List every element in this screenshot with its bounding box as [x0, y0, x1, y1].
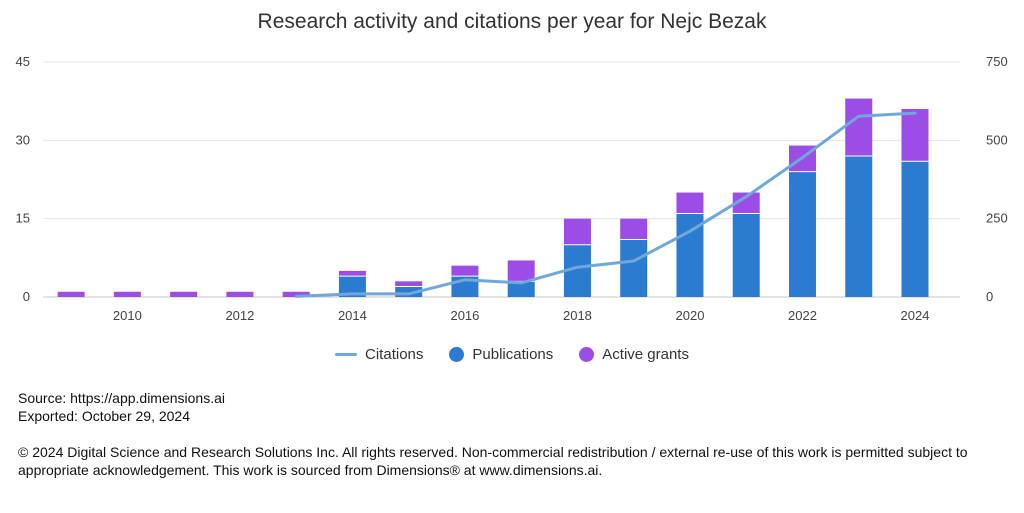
- bar-active-grants: [57, 291, 85, 297]
- x-tick-label: 2024: [901, 308, 930, 323]
- x-tick-label: 2018: [563, 308, 592, 323]
- footer: Source: https://app.dimensions.ai Export…: [18, 389, 1008, 479]
- grid-lines: [43, 61, 960, 298]
- legend-line-marker: [335, 353, 358, 356]
- legend-dot-marker: [449, 347, 465, 362]
- y-right-tick-label: 500: [986, 132, 1008, 147]
- y-right-tick-label: 750: [986, 54, 1008, 69]
- legend-label: Active grants: [602, 346, 689, 363]
- copyright-text: © 2024 Digital Science and Research Solu…: [18, 444, 968, 478]
- bar-active-grants: [451, 265, 479, 277]
- bar-publications: [845, 156, 873, 297]
- bar-active-grants: [620, 218, 648, 240]
- bar-publications: [620, 239, 648, 297]
- bar-active-grants: [507, 260, 535, 282]
- legend-item-publications[interactable]: Publications: [449, 346, 553, 363]
- bar-active-grants: [901, 109, 929, 162]
- source-text: Source: https://app.dimensions.ai: [18, 390, 226, 406]
- bars-group: [57, 98, 929, 297]
- bar-active-grants: [226, 291, 254, 297]
- legend-item-citations[interactable]: Citations: [335, 346, 423, 363]
- bar-active-grants: [113, 291, 141, 297]
- bar-publications: [788, 171, 816, 297]
- chart-title: Research activity and citations per year…: [257, 10, 767, 33]
- y-left-tick-label: 15: [16, 211, 30, 226]
- exported-text: Exported: October 29, 2024: [18, 408, 190, 424]
- x-tick-label: 2020: [676, 308, 705, 323]
- y-right-tick-label: 0: [986, 289, 993, 304]
- bar-active-grants: [282, 291, 310, 297]
- x-tick-label: 2014: [338, 308, 367, 323]
- bar-active-grants: [676, 192, 704, 214]
- bar-active-grants: [563, 218, 591, 245]
- y-left-tick-label: 45: [16, 54, 30, 69]
- bar-active-grants: [395, 281, 423, 287]
- bar-publications: [507, 281, 535, 297]
- bar-publications: [338, 276, 366, 297]
- citations-line: [294, 111, 917, 298]
- chart-svg: 0 15 30 45 0 250 500 750 2010 2012 2014 2016 2018 202…: [16, 54, 1008, 323]
- axis-labels: 0 15 30 45 0 250 500 750 2010 2012 2014 2016 2018 202…: [16, 54, 1008, 323]
- y-right-tick-label: 250: [986, 211, 1008, 226]
- bar-publications: [395, 286, 423, 297]
- x-tick-label: 2016: [450, 308, 479, 323]
- legend-label: Citations: [365, 346, 424, 363]
- legend-label: Publications: [472, 346, 554, 363]
- citations-line-group: [294, 111, 917, 298]
- x-tick-label: 2010: [113, 308, 142, 323]
- x-tick-label: 2022: [788, 308, 817, 323]
- bar-active-grants: [170, 291, 198, 297]
- bar-publications: [901, 161, 929, 297]
- bar-publications: [732, 213, 760, 297]
- legend: Citations Publications Active grants: [0, 346, 1024, 363]
- y-left-tick-label: 30: [16, 132, 30, 147]
- legend-item-active-grants[interactable]: Active grants: [579, 346, 689, 363]
- bar-active-grants: [845, 98, 873, 156]
- bar-active-grants: [732, 192, 760, 214]
- y-left-tick-label: 0: [23, 289, 30, 304]
- legend-dot-marker: [579, 347, 595, 362]
- bar-active-grants: [338, 270, 366, 277]
- x-tick-label: 2012: [225, 308, 254, 323]
